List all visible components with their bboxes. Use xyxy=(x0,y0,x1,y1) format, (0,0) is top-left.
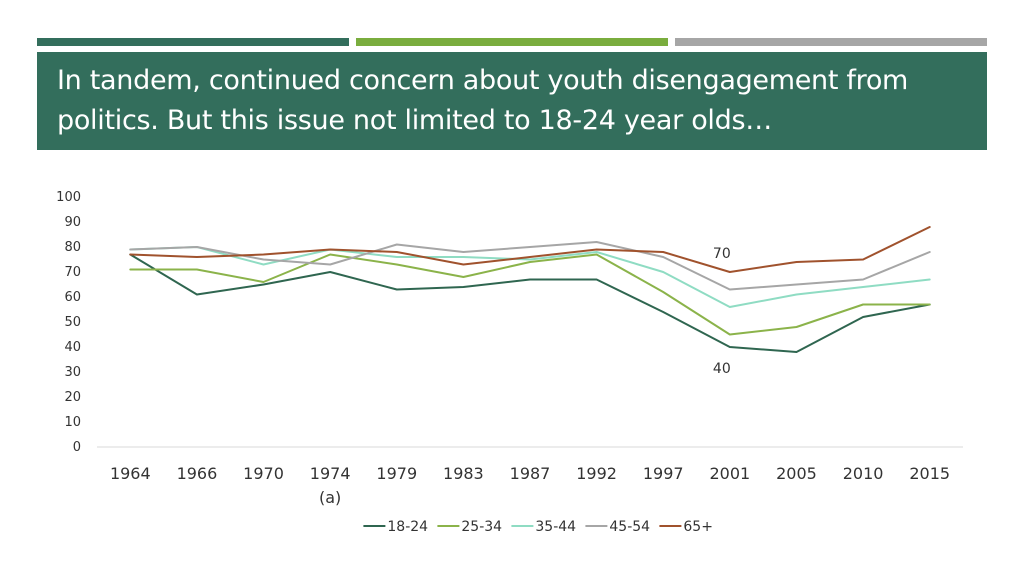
x-tick-label: 2015 xyxy=(909,464,950,483)
x-tick-label: 1970 xyxy=(243,464,284,483)
series-line-65 xyxy=(129,226,931,273)
series-line-35-44 xyxy=(129,246,931,308)
accent-bar-light-green xyxy=(356,38,668,46)
x-tick-label: 1983 xyxy=(443,464,484,483)
legend-label-25-34: 25-34 xyxy=(461,519,502,535)
data-label: 40 xyxy=(713,361,731,377)
y-tick-label: 50 xyxy=(64,315,81,330)
data-label: 70 xyxy=(713,246,731,262)
accent-bar-gray xyxy=(675,38,987,46)
x-tick-label: 1979 xyxy=(376,464,417,483)
title-banner: In tandem, continued concern about youth… xyxy=(37,52,987,150)
y-tick-label: 10 xyxy=(64,415,81,430)
x-tick-label: 1966 xyxy=(177,464,218,483)
series-line-45-54 xyxy=(129,241,931,291)
y-tick-label: 30 xyxy=(64,365,81,380)
y-tick-label: 100 xyxy=(56,190,81,205)
x-tick-label: 2010 xyxy=(843,464,884,483)
legend-label-35-44: 35-44 xyxy=(535,519,576,535)
y-axis: 0 10 20 30 40 50 60 70 80 90 100 xyxy=(56,190,81,455)
x-tick-label: 1974 xyxy=(310,464,351,483)
x-tick-label: 1992 xyxy=(576,464,617,483)
legend: 18-24 25-34 35-44 45-54 65+ xyxy=(363,519,713,535)
x-tick-sublabel: (a) xyxy=(319,488,341,507)
y-tick-label: 70 xyxy=(64,265,81,280)
series-line-18-24 xyxy=(129,253,931,353)
accent-bar-dark-green xyxy=(37,38,349,46)
legend-label-18-24: 18-24 xyxy=(387,519,428,535)
x-tick-label: 1964 xyxy=(110,464,151,483)
y-tick-label: 60 xyxy=(64,290,81,305)
y-tick-label: 90 xyxy=(64,215,81,230)
x-axis: 1964 1966 1970 1974 (a) 1979 1983 1987 1992 1997 2… xyxy=(110,464,950,507)
y-tick-label: 80 xyxy=(64,240,81,255)
series-line-25-34 xyxy=(129,253,931,336)
slide-title: In tandem, continued concern about youth… xyxy=(57,65,909,136)
annotations: 70 40 xyxy=(713,246,731,377)
y-tick-label: 40 xyxy=(64,340,81,355)
y-tick-label: 20 xyxy=(64,390,81,405)
legend-label-65: 65+ xyxy=(683,519,713,535)
x-tick-label: 2001 xyxy=(709,464,750,483)
legend-label-45-54: 45-54 xyxy=(609,519,650,535)
y-tick-label: 0 xyxy=(73,440,81,455)
x-tick-label: 1987 xyxy=(510,464,551,483)
x-tick-label: 2005 xyxy=(776,464,817,483)
x-tick-label: 1997 xyxy=(643,464,684,483)
series-lines xyxy=(129,226,931,353)
